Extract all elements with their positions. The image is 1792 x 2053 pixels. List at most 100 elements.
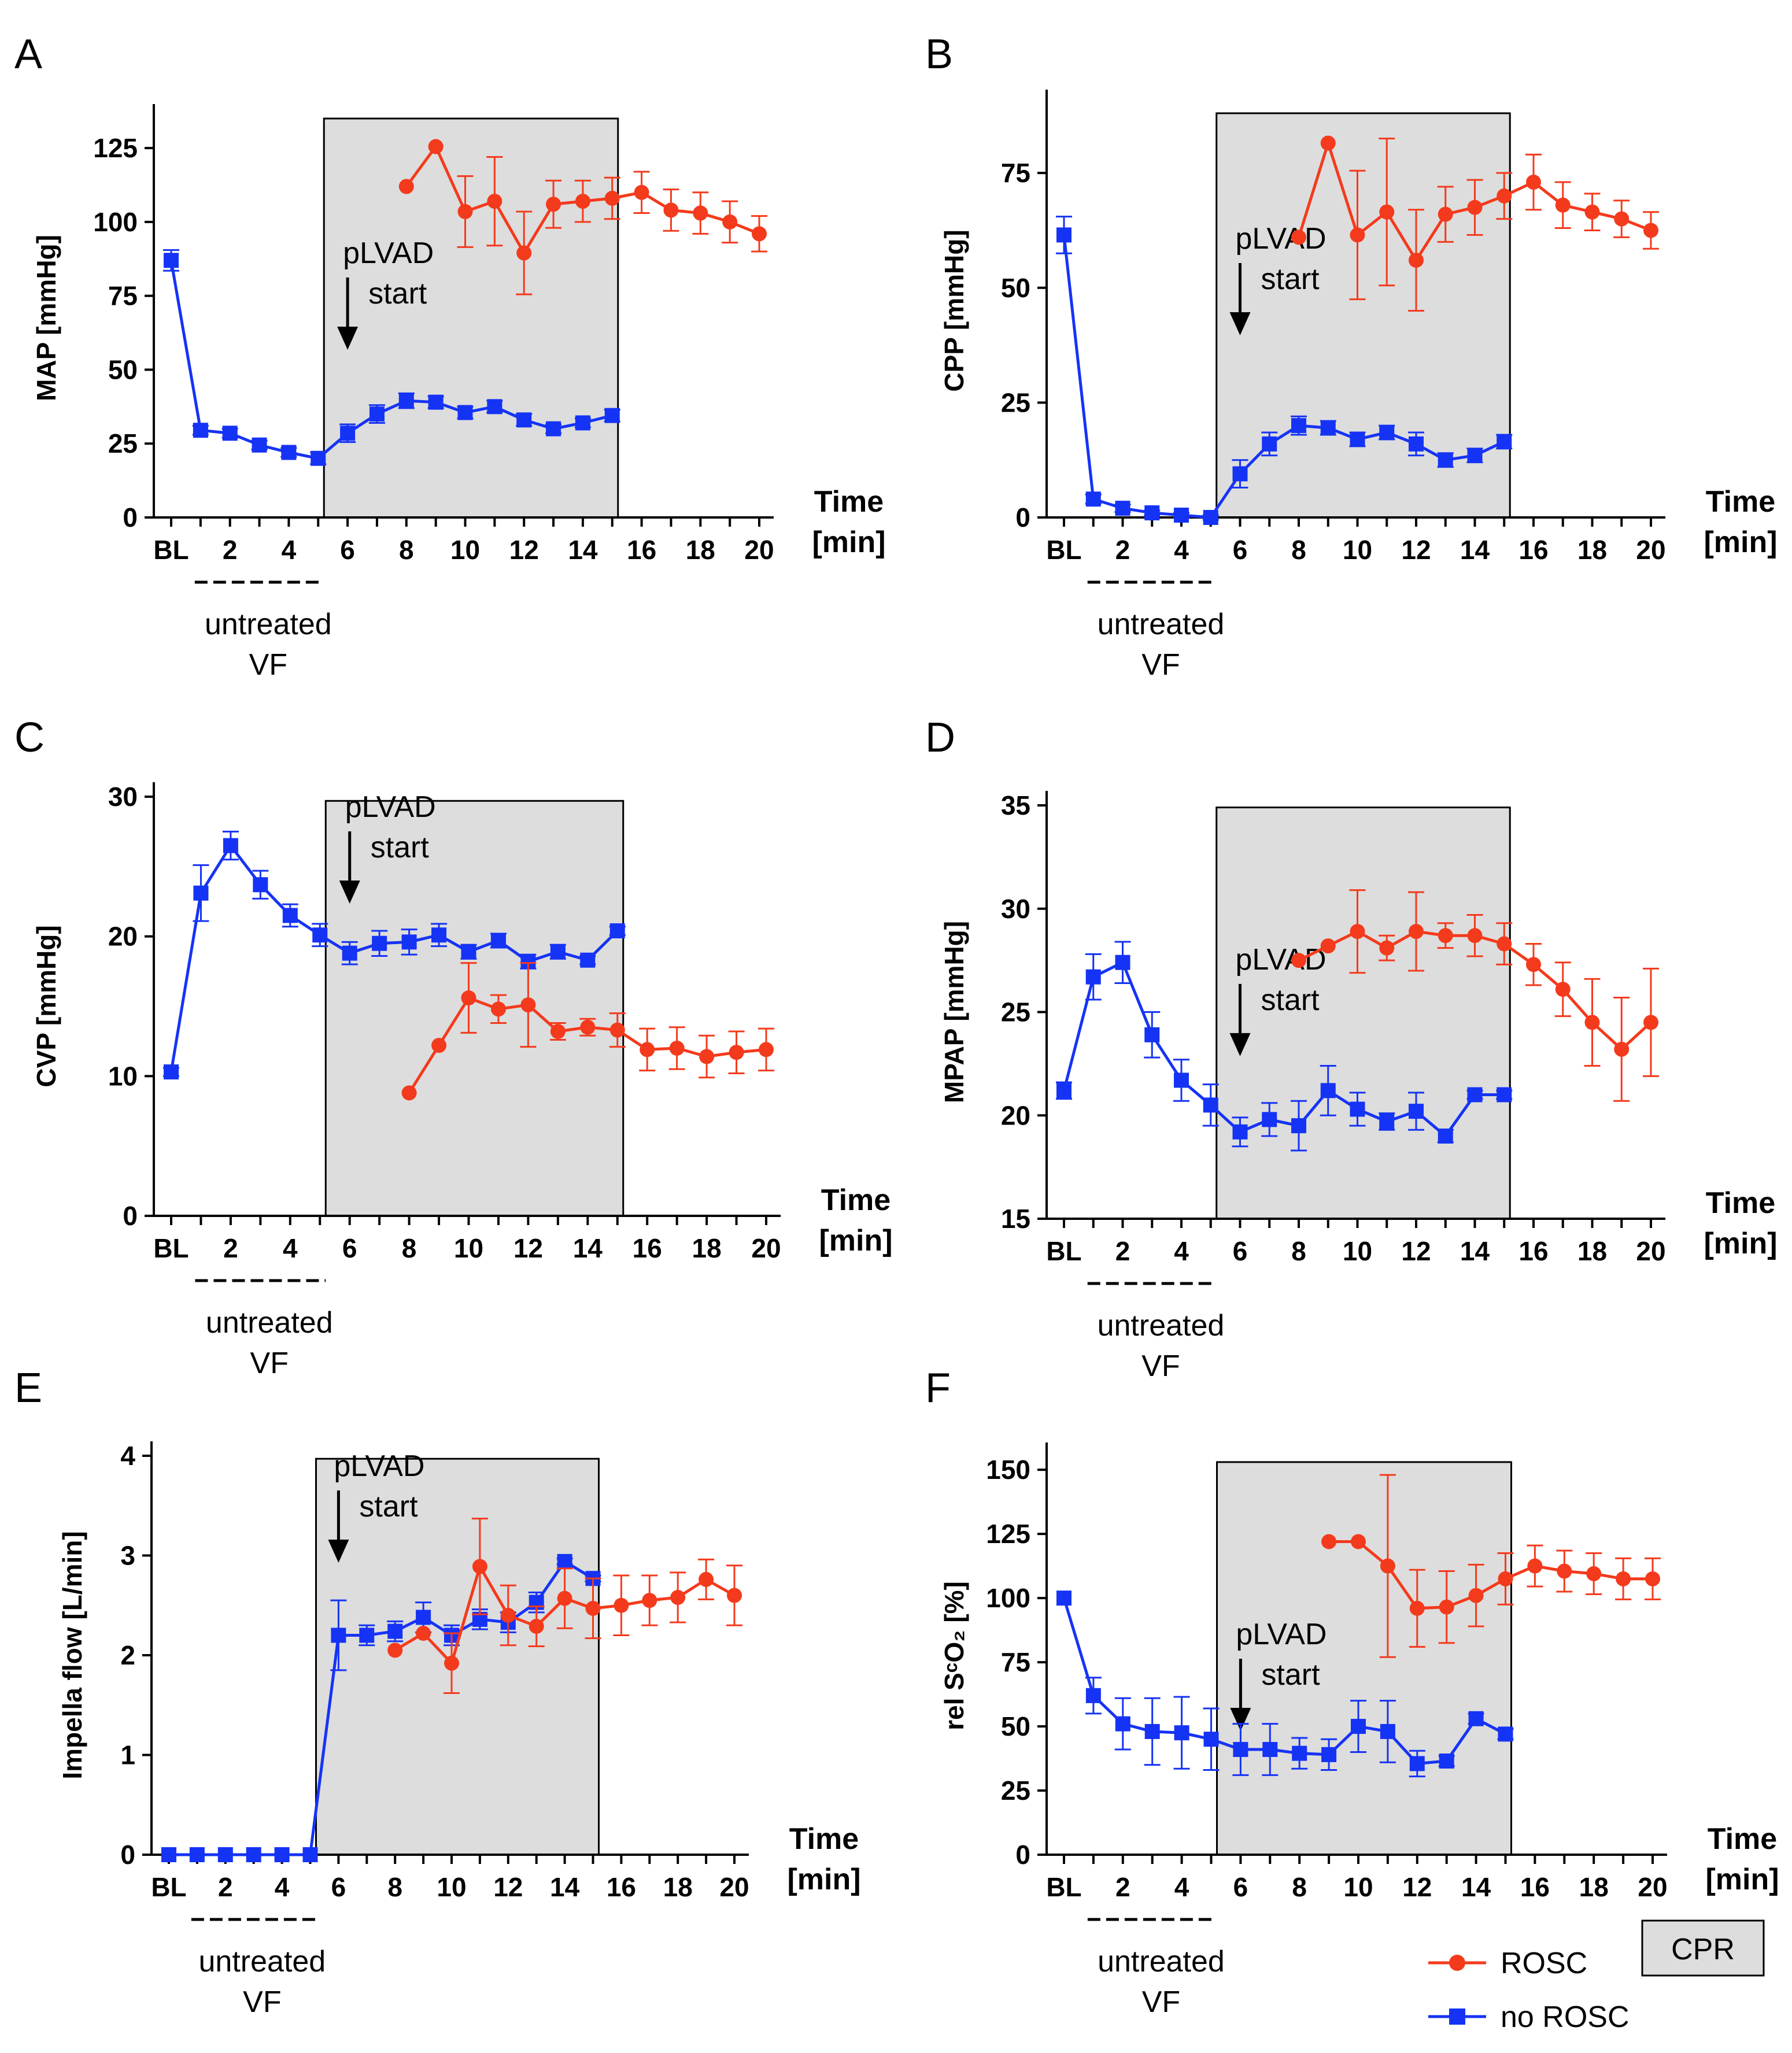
y-tick-label: 0 bbox=[123, 502, 138, 532]
x-axis-title-unit: [min] bbox=[1704, 1227, 1777, 1260]
x-tick-label: BL bbox=[153, 535, 189, 565]
data-point bbox=[431, 1038, 447, 1053]
y-tick-label: 125 bbox=[986, 1519, 1030, 1549]
data-point bbox=[490, 933, 506, 948]
vf-label: VF bbox=[1141, 648, 1180, 682]
data-point bbox=[1144, 505, 1160, 521]
data-point bbox=[487, 399, 503, 415]
start-label: start bbox=[359, 1490, 418, 1523]
data-point bbox=[1174, 508, 1189, 523]
data-point bbox=[1409, 436, 1424, 452]
y-tick-label: 0 bbox=[120, 1840, 135, 1870]
y-tick-label: 35 bbox=[1001, 790, 1030, 820]
data-point bbox=[274, 1847, 290, 1862]
x-tick-label: 12 bbox=[509, 535, 539, 565]
data-point bbox=[516, 412, 532, 428]
data-point bbox=[387, 1623, 403, 1639]
data-point bbox=[193, 885, 209, 901]
x-axis-title-unit: [min] bbox=[812, 526, 885, 559]
data-point bbox=[457, 405, 473, 420]
x-tick-label: 6 bbox=[342, 1233, 357, 1263]
y-tick-label: 100 bbox=[93, 207, 138, 237]
data-point bbox=[312, 927, 328, 943]
x-tick-label: 2 bbox=[223, 1233, 238, 1263]
data-point bbox=[1379, 425, 1395, 441]
data-point bbox=[398, 393, 414, 409]
panel-letter: A bbox=[14, 31, 42, 77]
data-point bbox=[1438, 452, 1453, 468]
panel-B: B 0 25 50 75 BL 2 4 6 8 10 12 14 16 18 20 Time [min] CPP [… bbox=[925, 31, 1778, 682]
x-tick-label: 10 bbox=[454, 1233, 483, 1263]
x-tick-label: 14 bbox=[568, 535, 598, 565]
x-tick-label: 6 bbox=[1233, 1236, 1248, 1266]
data-point bbox=[604, 191, 620, 206]
y-tick-label: 125 bbox=[93, 133, 138, 163]
data-point bbox=[1555, 982, 1571, 997]
data-point bbox=[585, 1600, 601, 1616]
data-point bbox=[614, 1597, 629, 1613]
data-point bbox=[1232, 1124, 1248, 1140]
y-axis-title: MAP [mmHg] bbox=[31, 235, 61, 401]
data-point bbox=[457, 204, 473, 219]
data-point bbox=[1115, 955, 1130, 970]
legend-no-rosc-label: no ROSC bbox=[1501, 2000, 1630, 2034]
plvad-arrow-head bbox=[1230, 1708, 1251, 1732]
data-point bbox=[575, 415, 590, 431]
series-rosc bbox=[1291, 135, 1659, 312]
data-point bbox=[431, 927, 447, 943]
y-tick-label: 50 bbox=[1001, 273, 1030, 303]
y-tick-label: 75 bbox=[1001, 1647, 1030, 1677]
x-tick-label: 18 bbox=[692, 1233, 722, 1263]
x-tick-label: 18 bbox=[663, 1872, 693, 1902]
y-tick-label: 30 bbox=[1001, 894, 1030, 924]
data-point bbox=[1584, 1015, 1600, 1030]
x-axis-title: Time bbox=[821, 1183, 891, 1217]
data-point bbox=[1614, 1041, 1630, 1057]
data-point bbox=[1320, 1083, 1336, 1098]
data-point bbox=[1379, 940, 1395, 956]
data-point bbox=[1409, 924, 1424, 939]
x-tick-label: BL bbox=[153, 1233, 189, 1263]
vf-label: VF bbox=[1142, 1985, 1180, 2019]
series-line bbox=[1062, 960, 1505, 1138]
data-point bbox=[1409, 1600, 1425, 1616]
data-point bbox=[281, 445, 297, 460]
y-axis-title: Impella flow [L/min] bbox=[57, 1531, 87, 1779]
data-point bbox=[369, 406, 385, 422]
data-point bbox=[223, 838, 238, 853]
data-point bbox=[1616, 1571, 1631, 1586]
data-point bbox=[1262, 1112, 1277, 1127]
cpr-region bbox=[1215, 807, 1511, 1220]
plvad-arrow-head bbox=[328, 1540, 349, 1563]
data-point bbox=[727, 1588, 742, 1603]
x-axis-title: Time bbox=[1706, 1186, 1775, 1220]
panel-D: D 15 20 25 30 35 BL 2 4 6 8 10 12 14 16 18 20 Time [min] MP… bbox=[925, 715, 1778, 1383]
start-label: start bbox=[371, 831, 430, 864]
data-point bbox=[1262, 436, 1277, 452]
panel-F: F 0 25 50 75 100 125 150 BL 2 4 6 8 10 12 14 16 18 20 Time [… bbox=[925, 1365, 1779, 2019]
x-tick-label: 10 bbox=[1343, 1872, 1373, 1902]
data-point bbox=[693, 205, 708, 221]
data-point bbox=[1526, 957, 1541, 972]
series-rosc bbox=[387, 1518, 742, 1695]
plvad-label: pLVAD bbox=[334, 1449, 424, 1483]
data-point bbox=[699, 1571, 714, 1587]
data-point bbox=[642, 1593, 657, 1608]
y-tick-label: 0 bbox=[1015, 502, 1030, 532]
legend-cpr-label: CPR bbox=[1671, 1933, 1735, 1966]
untreated-label: untreated bbox=[205, 608, 332, 641]
data-point bbox=[398, 179, 414, 194]
data-point bbox=[1467, 1087, 1483, 1103]
series-line bbox=[169, 260, 613, 460]
plvad-label: pLVAD bbox=[345, 790, 436, 824]
data-point bbox=[472, 1559, 487, 1574]
y-tick-label: 15 bbox=[1001, 1204, 1030, 1234]
vf-label: VF bbox=[243, 1985, 281, 2019]
data-point bbox=[640, 1042, 655, 1057]
data-point bbox=[1085, 969, 1101, 985]
x-tick-label: 8 bbox=[1291, 535, 1306, 565]
data-point bbox=[1555, 197, 1571, 213]
x-tick-label: 2 bbox=[1115, 535, 1130, 565]
x-axis-title: Time bbox=[789, 1822, 859, 1856]
